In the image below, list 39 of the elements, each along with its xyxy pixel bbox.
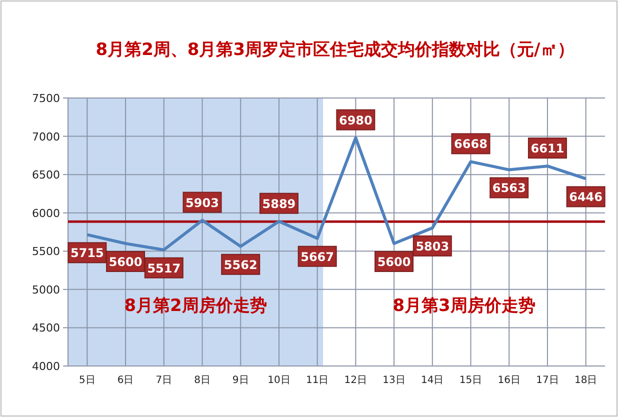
y-tick-label: 7000 [32, 130, 60, 144]
x-tick-label: 14日 [421, 375, 444, 386]
annotation: 8月第3周房价走势 [392, 296, 536, 316]
data-label: 6980 [338, 113, 372, 128]
data-label: 5600 [377, 254, 411, 269]
data-label: 5667 [300, 250, 334, 264]
x-tick-label: 16日 [498, 375, 520, 386]
x-tick-label: 6日 [117, 375, 134, 386]
x-tick-label: 13日 [382, 375, 406, 386]
x-tick-label: 11日 [306, 375, 329, 386]
x-tick-label: 5日 [78, 375, 96, 386]
annotation: 8月第2周房价走势 [124, 296, 267, 316]
data-label: 6668 [454, 137, 488, 152]
x-tick-label: 9日 [232, 375, 249, 386]
data-label: 5562 [224, 258, 258, 272]
x-tick-label: 8日 [194, 375, 210, 386]
data-label: 5600 [108, 254, 142, 269]
y-tick-label: 4500 [32, 322, 60, 335]
data-label: 5889 [262, 196, 296, 211]
y-tick-label: 5500 [32, 245, 60, 258]
x-tick-label: 18日 [574, 375, 598, 386]
y-tick-label: 6000 [32, 206, 60, 220]
data-label: 5903 [186, 196, 219, 210]
x-tick-label: 15日 [459, 375, 482, 386]
x-tick-label: 12日 [344, 375, 368, 386]
y-tick-label: 4000 [32, 360, 60, 373]
data-label: 6563 [492, 181, 526, 196]
data-label: 6446 [569, 190, 603, 204]
x-tick-label: 10日 [268, 375, 290, 386]
x-tick-label: 7日 [156, 375, 172, 386]
y-tick-label: 5000 [32, 283, 60, 296]
y-tick-label: 6500 [32, 168, 60, 182]
data-label: 6611 [530, 142, 564, 156]
data-label: 5715 [70, 246, 104, 260]
data-label: 5803 [416, 239, 450, 254]
x-tick-label: 17日 [536, 375, 559, 386]
data-label: 5517 [147, 261, 181, 276]
chart-title: 8月第2周、8月第3周罗定市区住宅成交均价指数对比（元/㎡） [96, 40, 574, 60]
y-tick-label: 7500 [32, 92, 60, 105]
